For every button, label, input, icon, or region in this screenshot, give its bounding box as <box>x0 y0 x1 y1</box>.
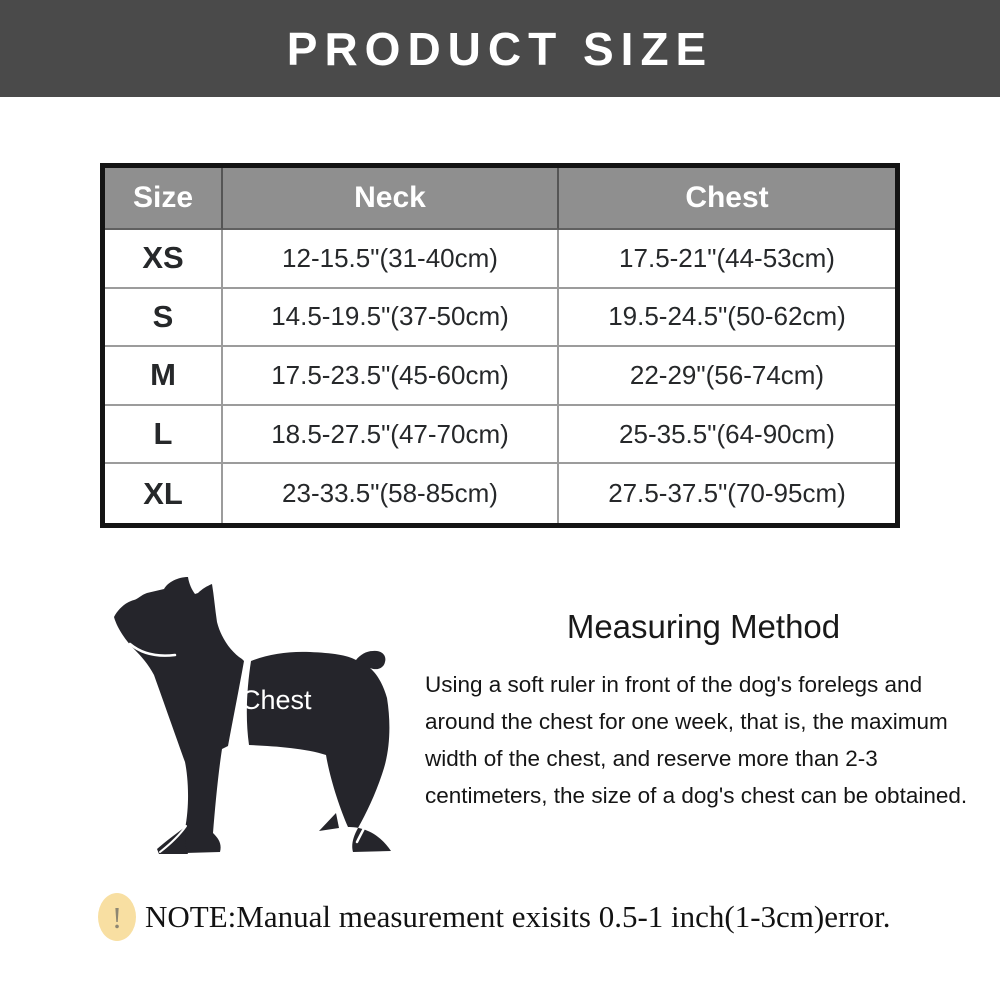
chest-cell: 27.5-37.5"(70-95cm) <box>608 478 846 509</box>
chest-cell: 19.5-24.5"(50-62cm) <box>559 289 895 348</box>
note-row: ! NOTE:Manual measurement exisits 0.5-1 … <box>98 893 958 941</box>
chest-label: Chest <box>241 685 312 715</box>
size-cell: L <box>105 405 223 465</box>
size-cell: S <box>105 288 223 348</box>
measuring-method-heading: Measuring Method <box>566 608 841 645</box>
column-header-neck: Neck <box>223 168 559 230</box>
neck-cell: 17.5-23.5"(45-60cm) <box>223 347 559 406</box>
dog-silhouette-icon: Chest <box>114 577 396 854</box>
neck-cell: 12-15.5"(31-40cm) <box>223 230 559 289</box>
page-title: PRODUCT SIZE <box>286 22 714 75</box>
size-cell: XS <box>105 230 223 289</box>
dog-measurement-diagram: Chest <box>100 565 400 865</box>
chest-cell: 22-29"(56-74cm) <box>559 347 895 406</box>
title-bar: PRODUCT SIZE <box>0 0 1000 97</box>
size-table-grid: Size Neck Chest XS 12-15.5"(31-40cm) 17.… <box>105 168 895 523</box>
chest-cell: 17.5-21"(44-53cm) <box>559 230 895 289</box>
exclamation-icon: ! <box>98 893 136 941</box>
neck-cell: 23-33.5"(58-85cm) <box>223 464 559 523</box>
note-text: NOTE:Manual measurement exisits 0.5-1 in… <box>145 899 891 934</box>
column-header-size: Size <box>105 168 223 230</box>
size-cell: M <box>105 347 223 406</box>
size-table: Size Neck Chest XS 12-15.5"(31-40cm) 17.… <box>100 163 900 528</box>
size-cell: XL <box>105 464 223 523</box>
column-header-chest: Chest <box>559 168 895 230</box>
chest-cell: 25-35.5"(64-90cm) <box>559 406 895 465</box>
neck-cell: 14.5-19.5"(37-50cm) <box>223 288 559 348</box>
exclamation-glyph: ! <box>111 899 123 935</box>
measuring-method-text: Using a soft ruler in front of the dog's… <box>425 672 968 808</box>
measuring-method-section: Measuring Method Using a soft ruler in f… <box>425 608 982 814</box>
neck-cell: 18.5-27.5"(47-70cm) <box>223 405 559 465</box>
